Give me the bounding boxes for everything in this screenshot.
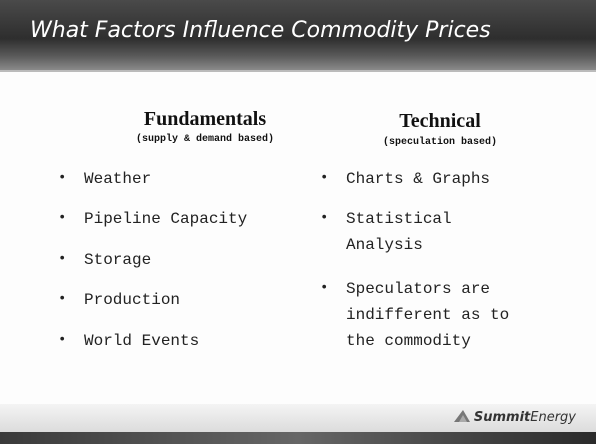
bullet: •	[58, 291, 67, 307]
header-rule	[0, 70, 596, 72]
bullet-item: Weather	[84, 170, 152, 188]
header-bar	[0, 0, 596, 70]
bullet: •	[320, 170, 329, 186]
logo-icon	[453, 410, 470, 422]
bottom-bar	[0, 432, 596, 444]
bullet: •	[58, 251, 67, 267]
column-subheading: (speculation based)	[382, 137, 498, 148]
bullet-item: Pipeline Capacity	[84, 210, 248, 228]
logo: SummitEnergy	[453, 410, 576, 425]
logo-light: Energy	[530, 410, 576, 425]
column-subheading: (supply & demand based)	[135, 134, 275, 145]
bullet-item: Speculators are indifferent as to the co…	[346, 280, 510, 350]
bullet-item: Production	[84, 291, 181, 309]
bullet: •	[320, 210, 329, 226]
column-heading: Technical	[399, 110, 481, 132]
bullet: •	[320, 280, 329, 296]
bullet-item: Charts & Graphs	[346, 170, 491, 188]
footer-bar	[0, 404, 596, 432]
bullet-item: World Events	[84, 332, 200, 350]
column-heading: Fundamentals	[143, 108, 267, 130]
bullet: •	[58, 210, 67, 226]
bullet: •	[58, 332, 67, 348]
bullet: •	[58, 170, 67, 186]
bullet-item: Storage	[84, 251, 152, 269]
bullet-item: Statistical Analysis	[346, 210, 452, 254]
slide-title: What Factors Influence Commodity Prices	[30, 18, 491, 43]
logo-bold: Summit	[473, 410, 531, 425]
